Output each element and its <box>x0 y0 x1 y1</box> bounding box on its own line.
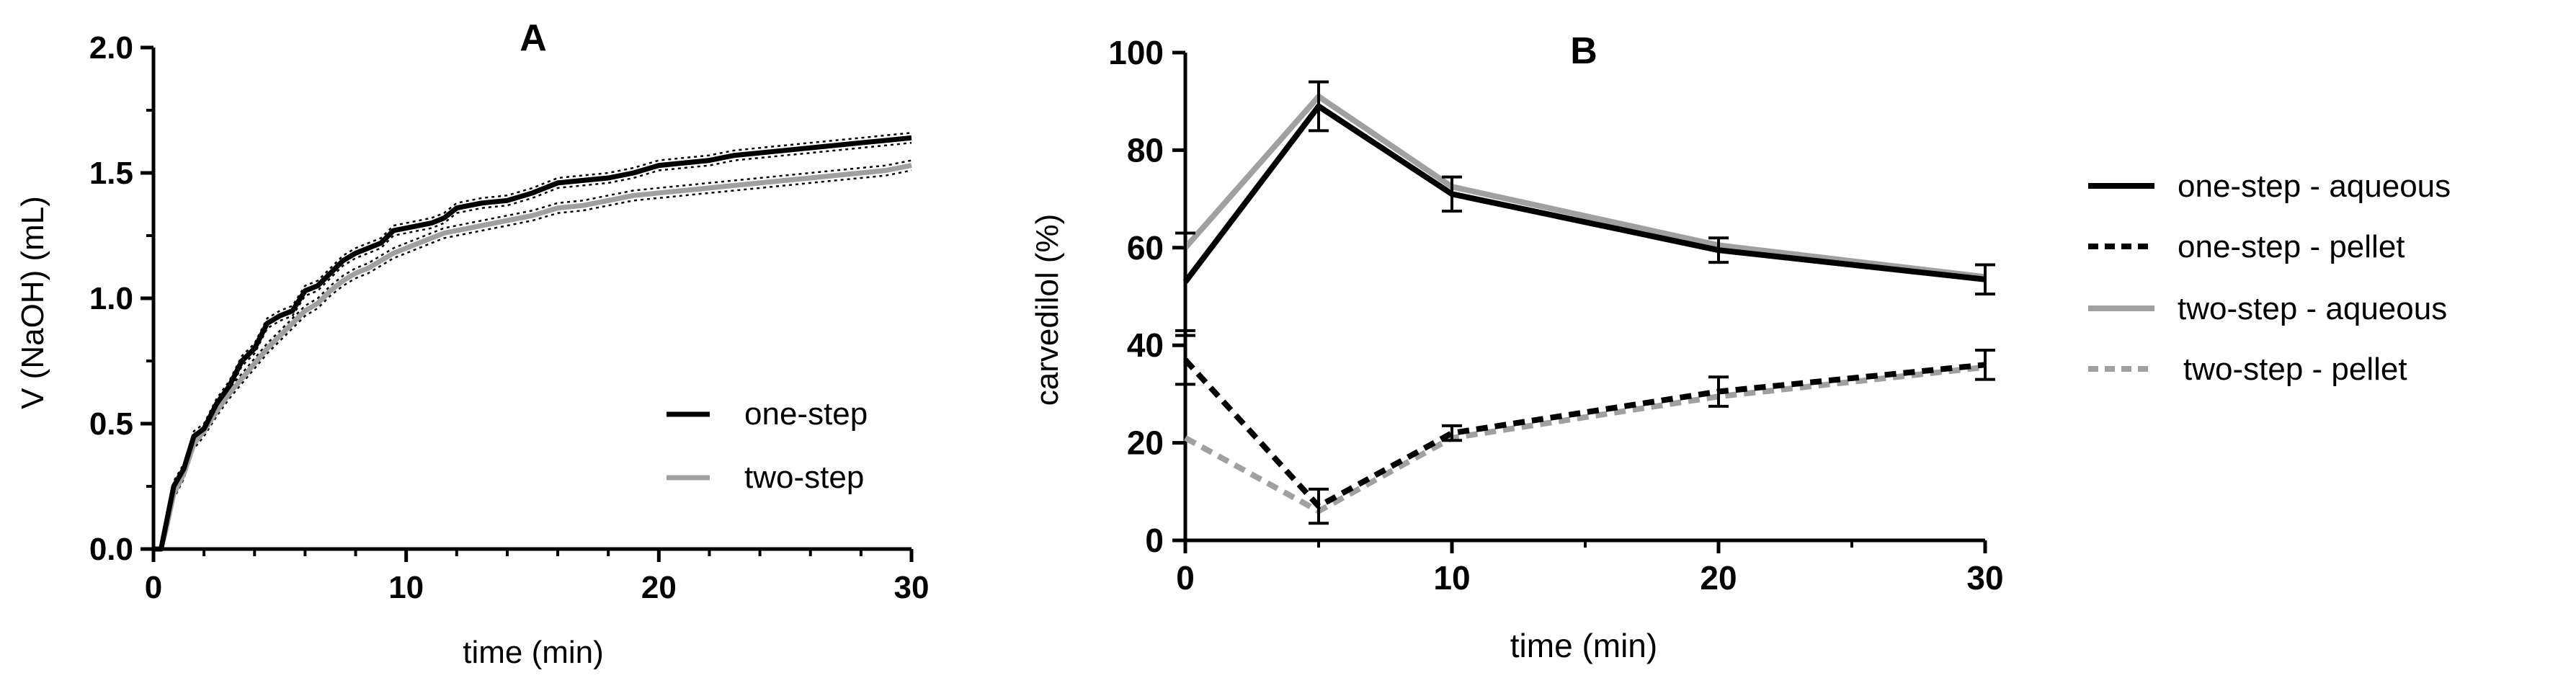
series-line-two-step <box>153 163 912 552</box>
error-bar-one-step-aqueous <box>1309 80 1329 133</box>
error-bar-one-step-aqueous <box>1175 231 1195 332</box>
panel-a-y-tick-label: 2.0 <box>89 30 133 66</box>
panel-a-x-tick-label: 10 <box>388 570 424 605</box>
panel-b-y-tick-label: 20 <box>1127 424 1164 462</box>
panel-a-y-tick-label: 0.0 <box>89 532 133 567</box>
legend-label-two-step-aqueous: two-step - aqueous <box>2178 291 2447 326</box>
panel-b-y-tick-label: 0 <box>1145 522 1164 559</box>
panel-a-lines <box>153 135 912 552</box>
panel-a-label: A <box>520 17 547 59</box>
panel-b-error-bars <box>1175 80 1995 525</box>
panel-a-y-tick-label: 1.5 <box>89 156 133 191</box>
panel-b-lines <box>1182 93 1986 514</box>
legend-label-two-step: two-step <box>744 460 864 495</box>
panel-b-legend: one-step - aqueous one-step - pellet two… <box>2088 169 2451 387</box>
series-line-one-step-pellet <box>1183 357 1986 509</box>
panel-b-y-tick-label: 60 <box>1127 229 1164 267</box>
series-line-one-step-aqueous <box>1182 103 1986 284</box>
panel-b-label: B <box>1570 30 1597 72</box>
panel-b-y-tick-label: 100 <box>1108 34 1164 71</box>
error-bar-one-step-pellet <box>1175 334 1195 386</box>
panel-a-legend: one-step two-step <box>667 396 868 495</box>
panel-b-y-tick-label: 80 <box>1127 131 1164 169</box>
series-line-one-step <box>153 135 912 552</box>
panel-a-y-tick-label: 1.0 <box>89 281 133 316</box>
panel-b: B time (min) carvedilol (%) 020406080100… <box>1030 30 2451 664</box>
panel-a-x-tick-label: 0 <box>145 570 162 605</box>
error-bar-one-step-pellet <box>1975 348 1995 381</box>
band-two-step-lower <box>153 169 912 550</box>
panel-b-x-tick-label: 0 <box>1176 559 1195 597</box>
panel-a: A time (min) V (NaOH) (mL) 0.0 0.5 1.0 1.5 2… <box>15 17 929 670</box>
panel-a-bands <box>153 132 912 550</box>
panel-a-ylabel: V (NaOH) (mL) <box>15 196 50 409</box>
error-bar-one-step-aqueous <box>1975 263 1995 296</box>
panel-b-xlabel: time (min) <box>1510 627 1657 664</box>
panel-a-x-tick-label: 30 <box>894 570 930 605</box>
panel-b-x-tick-label: 10 <box>1433 559 1470 597</box>
error-bar-one-step-pellet <box>1708 375 1729 408</box>
legend-label-one-step-pellet: one-step - pellet <box>2178 229 2405 264</box>
legend-label-one-step: one-step <box>744 396 868 432</box>
panel-b-x-tick-labels: 0 10 20 30 <box>1176 559 2003 597</box>
error-bar-one-step-pellet <box>1309 487 1329 525</box>
panel-a-x-tick-labels: 0 10 20 30 <box>145 570 930 605</box>
panel-a-y-tick-label: 0.5 <box>89 406 133 442</box>
band-one-step-upper <box>153 132 912 550</box>
panel-b-x-tick-label: 20 <box>1700 559 1737 597</box>
band-two-step-upper <box>153 159 912 550</box>
error-bar-one-step-aqueous <box>1708 236 1729 264</box>
panel-b-ylabel: carvedilol (%) <box>1030 214 1065 406</box>
panel-b-x-tick-label: 30 <box>1966 559 2003 597</box>
panel-b-y-tick-labels: 0 20 40 60 80 100 <box>1108 34 1164 559</box>
legend-label-two-step-pellet: two-step - pellet <box>2183 352 2407 387</box>
panel-a-xlabel: time (min) <box>463 635 604 670</box>
panel-b-y-tick-label: 40 <box>1127 326 1164 364</box>
error-bar-one-step-pellet <box>1442 424 1462 442</box>
error-bar-one-step-aqueous <box>1442 175 1462 213</box>
panel-a-y-tick-labels: 0.0 0.5 1.0 1.5 2.0 <box>89 30 133 567</box>
panel-a-x-tick-label: 20 <box>641 570 677 605</box>
legend-label-one-step-aqueous: one-step - aqueous <box>2178 169 2451 204</box>
